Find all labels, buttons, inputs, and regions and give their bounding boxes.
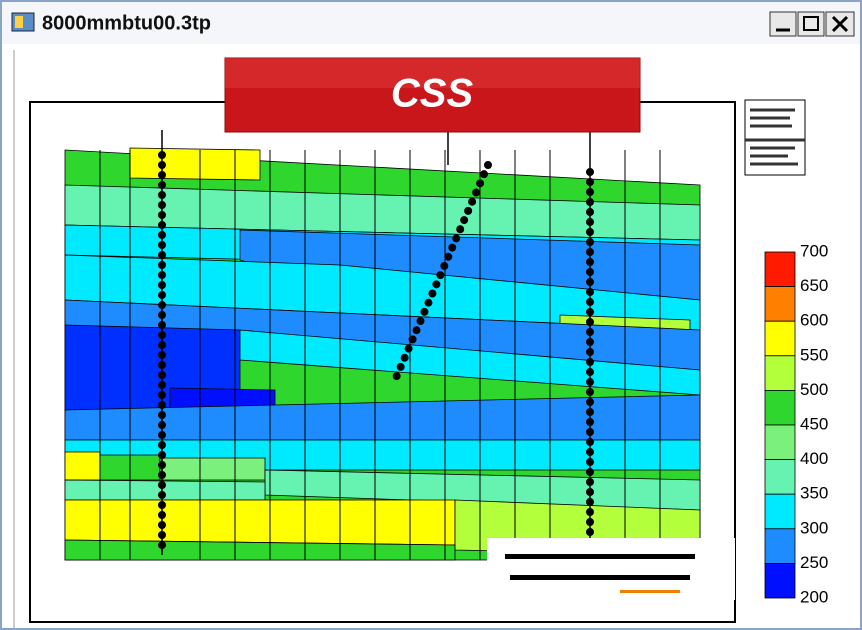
layer [64,254,701,331]
banner-shine [225,58,640,88]
minimize-button[interactable] [769,11,797,37]
scale-line [505,554,695,559]
banner-text: CSS [391,72,474,116]
legend-swatch [764,355,796,391]
legend-swatch [764,320,796,357]
color-legend: 700 650 600 550 500 450 400 350 300 250 200 [764,241,828,606]
legend-swatch [764,563,796,599]
legend-label: 500 [800,380,828,399]
legend-swatch [764,459,796,495]
scale-bar [487,538,735,600]
info-text [745,108,805,166]
legend-swatch [764,424,796,460]
info-box [744,99,806,176]
scale-line [510,575,690,580]
layer [129,147,261,181]
grid-lines [99,150,661,560]
layer [159,457,266,481]
maximize-button[interactable] [797,11,825,37]
banner: CSS [224,57,641,133]
legend-label: 250 [800,553,828,572]
legend-swatch [764,493,796,530]
legend-label: 550 [800,345,828,364]
well-lines [161,130,591,555]
title-bar [2,2,860,44]
close-icon [831,15,849,33]
legend-swatch [764,389,796,426]
layer [64,451,101,481]
window-title: 8000mmbtu00.3tp [42,12,211,34]
legend-label: 700 [800,241,828,260]
app-icon-detail [15,16,23,28]
scale-swatch [620,590,680,593]
legend-label: 450 [800,414,828,433]
legend-swatch [764,286,796,322]
close-button[interactable] [825,11,855,37]
window-buttons [769,11,855,37]
well [391,161,492,384]
legend-label: 200 [800,587,828,606]
legend-label: 600 [800,311,828,330]
legend-label: 300 [800,518,828,537]
grid [99,150,661,560]
legend-label: 400 [800,449,828,468]
layer [64,499,456,546]
scale-box [487,538,735,600]
legend-label: 350 [800,484,828,503]
maximize-icon [803,16,819,31]
legend-swatch [764,528,796,564]
legend-label: 650 [800,276,828,295]
legend-swatch [764,251,796,287]
